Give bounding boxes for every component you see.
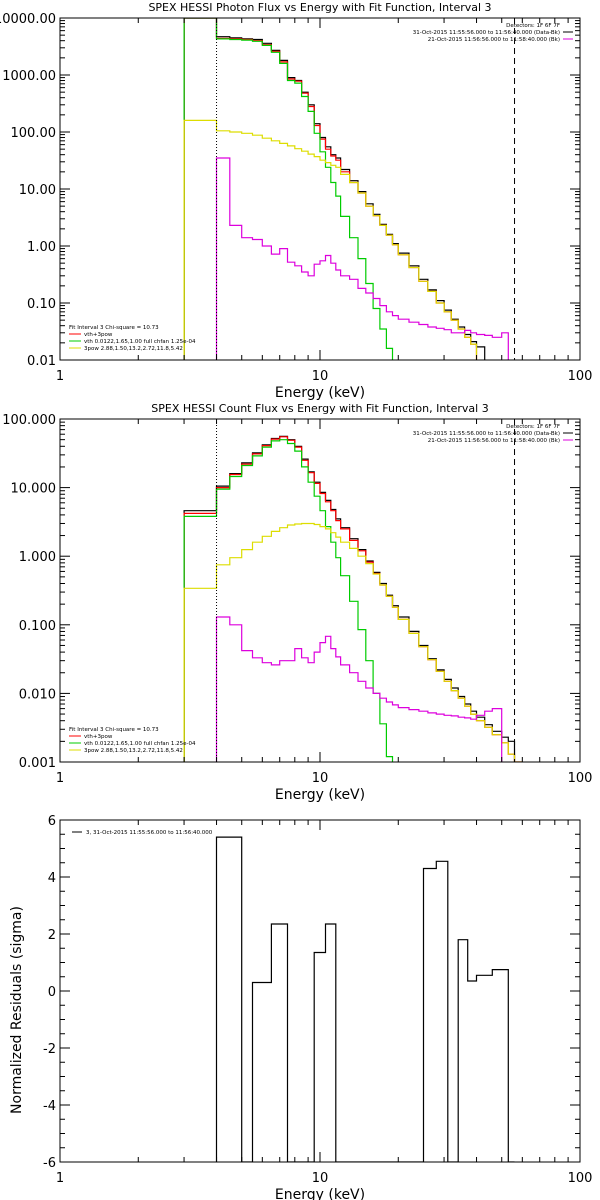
x-tick-label: 1 bbox=[56, 1171, 64, 1186]
x-tick-label: 100 bbox=[568, 369, 593, 384]
legend-entry: 31-Oct-2015 11:55:56.000 to 11:56:40.000… bbox=[413, 30, 560, 36]
y-tick-label: 10000.00 bbox=[0, 12, 56, 27]
legend-entry: Detectors: 1F 6F 7F bbox=[506, 424, 560, 430]
legend-entry: vth+3pow bbox=[84, 734, 113, 740]
series-line bbox=[215, 616, 503, 762]
y-tick-label: 0.01 bbox=[27, 354, 56, 369]
y-tick-label: 1.00 bbox=[27, 240, 56, 255]
series-line bbox=[183, 439, 394, 762]
x-tick-label: 100 bbox=[568, 771, 593, 786]
panel-title: SPEX HESSI Photon Flux vs Energy with Fi… bbox=[148, 1, 491, 14]
y-axis-label: Normalized Residuals (sigma) bbox=[9, 906, 25, 1114]
y-tick-label: -6 bbox=[43, 1156, 56, 1171]
y-tick-label: 0.10 bbox=[27, 297, 56, 312]
y-tick-label: 0.100 bbox=[19, 619, 56, 634]
y-tick-label: 2 bbox=[48, 928, 56, 943]
count-flux-panel: SPEX HESSI Count Flux vs Energy with Fit… bbox=[2, 402, 592, 803]
series-line bbox=[183, 522, 523, 762]
legend-entry: 31-Oct-2015 11:55:56.000 to 11:56:40.000… bbox=[413, 431, 560, 437]
plot-frame bbox=[59, 17, 581, 361]
legend-entry: vth+3pow bbox=[84, 332, 113, 338]
x-tick-label: 10 bbox=[312, 369, 329, 384]
y-tick-label: 4 bbox=[48, 871, 56, 886]
y-tick-label: 100.00 bbox=[11, 126, 57, 141]
series-line bbox=[215, 836, 515, 1162]
legend-entry: vth 0.0122,1.65,1.00 full chfan 1.25e-04 bbox=[84, 339, 196, 345]
y-tick-label: 100.000 bbox=[2, 413, 56, 428]
y-tick-label: -4 bbox=[43, 1099, 56, 1114]
series-line bbox=[183, 18, 486, 360]
series-line bbox=[215, 157, 509, 360]
legend-entry: Detectors: 1F 6F 7F bbox=[506, 23, 560, 29]
legend-entry: 21-Oct-2015 11:56:56.000 to 11:58:40.000… bbox=[428, 438, 560, 444]
y-tick-label: 1.000 bbox=[19, 550, 56, 565]
legend-entry: 3pow 2.88,1.50,13.2,2.72,11.8,5.42 bbox=[84, 748, 183, 754]
residuals-panel: Normalized Residuals (sigma) 1 10 100 Energ… bbox=[9, 814, 592, 1200]
y-tick-label: 6 bbox=[48, 814, 56, 829]
y-tick-label: 10.00 bbox=[19, 183, 56, 198]
y-tick-label: 0.010 bbox=[19, 687, 56, 702]
x-axis-label: Energy (keV) bbox=[275, 385, 365, 401]
series-line bbox=[183, 18, 478, 360]
legend-entry: 3pow 2.88,1.50,13.2,2.72,11.8,5.42 bbox=[84, 346, 183, 352]
legend-entry: Fit Interval 3 Chi-square = 10.73 bbox=[69, 727, 159, 733]
x-tick-label: 10 bbox=[312, 1171, 329, 1186]
series-line bbox=[183, 18, 394, 360]
y-tick-label: 0 bbox=[48, 985, 56, 1000]
plot-frame bbox=[59, 819, 581, 1163]
x-tick-label: 1 bbox=[56, 771, 64, 786]
legend-entry: 21-Oct-2015 11:56:56.000 to 11:58:40.000… bbox=[428, 37, 560, 43]
y-tick-label: 0.001 bbox=[19, 756, 56, 771]
legend-entry: 3, 31-Oct-2015 11:55:56.000 to 11:56:40.… bbox=[86, 830, 213, 836]
series-line bbox=[183, 119, 478, 360]
x-axis-label: Energy (keV) bbox=[275, 787, 365, 803]
photon-flux-panel: SPEX HESSI Photon Flux vs Energy with Fi… bbox=[0, 1, 592, 401]
x-tick-label: 10 bbox=[312, 771, 329, 786]
y-tick-label: 10.000 bbox=[11, 482, 57, 497]
legend-entry: vth 0.0122,1.65,1.00 full chfan 1.25e-04 bbox=[84, 741, 196, 747]
panel-title: SPEX HESSI Count Flux vs Energy with Fit… bbox=[151, 402, 488, 415]
y-tick-label: -2 bbox=[43, 1042, 56, 1057]
x-tick-label: 100 bbox=[568, 1171, 593, 1186]
series-line bbox=[183, 436, 523, 762]
x-axis-label: Energy (keV) bbox=[275, 1187, 365, 1200]
x-tick-label: 1 bbox=[56, 369, 64, 384]
y-tick-label: 1000.00 bbox=[2, 69, 56, 84]
legend-entry: Fit Interval 3 Chi-square = 10.73 bbox=[69, 325, 159, 331]
